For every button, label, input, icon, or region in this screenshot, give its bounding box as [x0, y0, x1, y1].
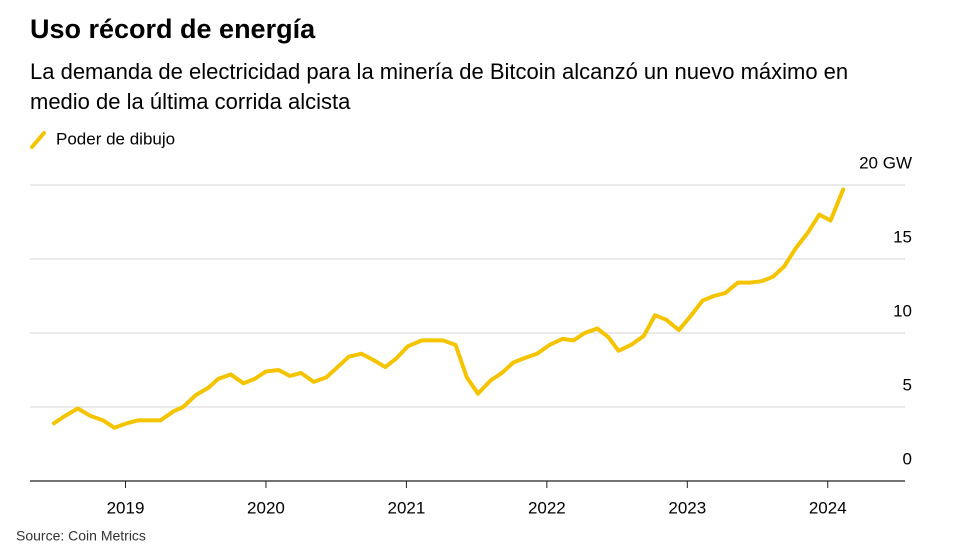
chart-subtitle: La demanda de electricidad para la miner…	[30, 59, 849, 114]
y-tick-label: 20 GW	[859, 153, 912, 172]
y-tick-label: 5	[903, 375, 912, 394]
x-tick-label: 2019	[107, 498, 145, 517]
data-line	[51, 187, 846, 430]
x-tick-label: 2020	[247, 498, 285, 517]
x-tick-label: 2022	[528, 498, 566, 517]
legend-label: Poder de dibujo	[56, 129, 175, 148]
chart-title: Uso récord de energía	[30, 14, 316, 44]
y-tick-label: 15	[893, 227, 912, 246]
x-tick-label: 2024	[809, 498, 847, 517]
y-tick-label: 10	[893, 301, 912, 320]
y-tick-label: 0	[903, 449, 912, 468]
x-tick-label: 2023	[668, 498, 706, 517]
x-tick-label: 2021	[387, 498, 425, 517]
source: Source: Coin Metrics	[16, 528, 146, 544]
legend-swatch	[30, 131, 46, 149]
